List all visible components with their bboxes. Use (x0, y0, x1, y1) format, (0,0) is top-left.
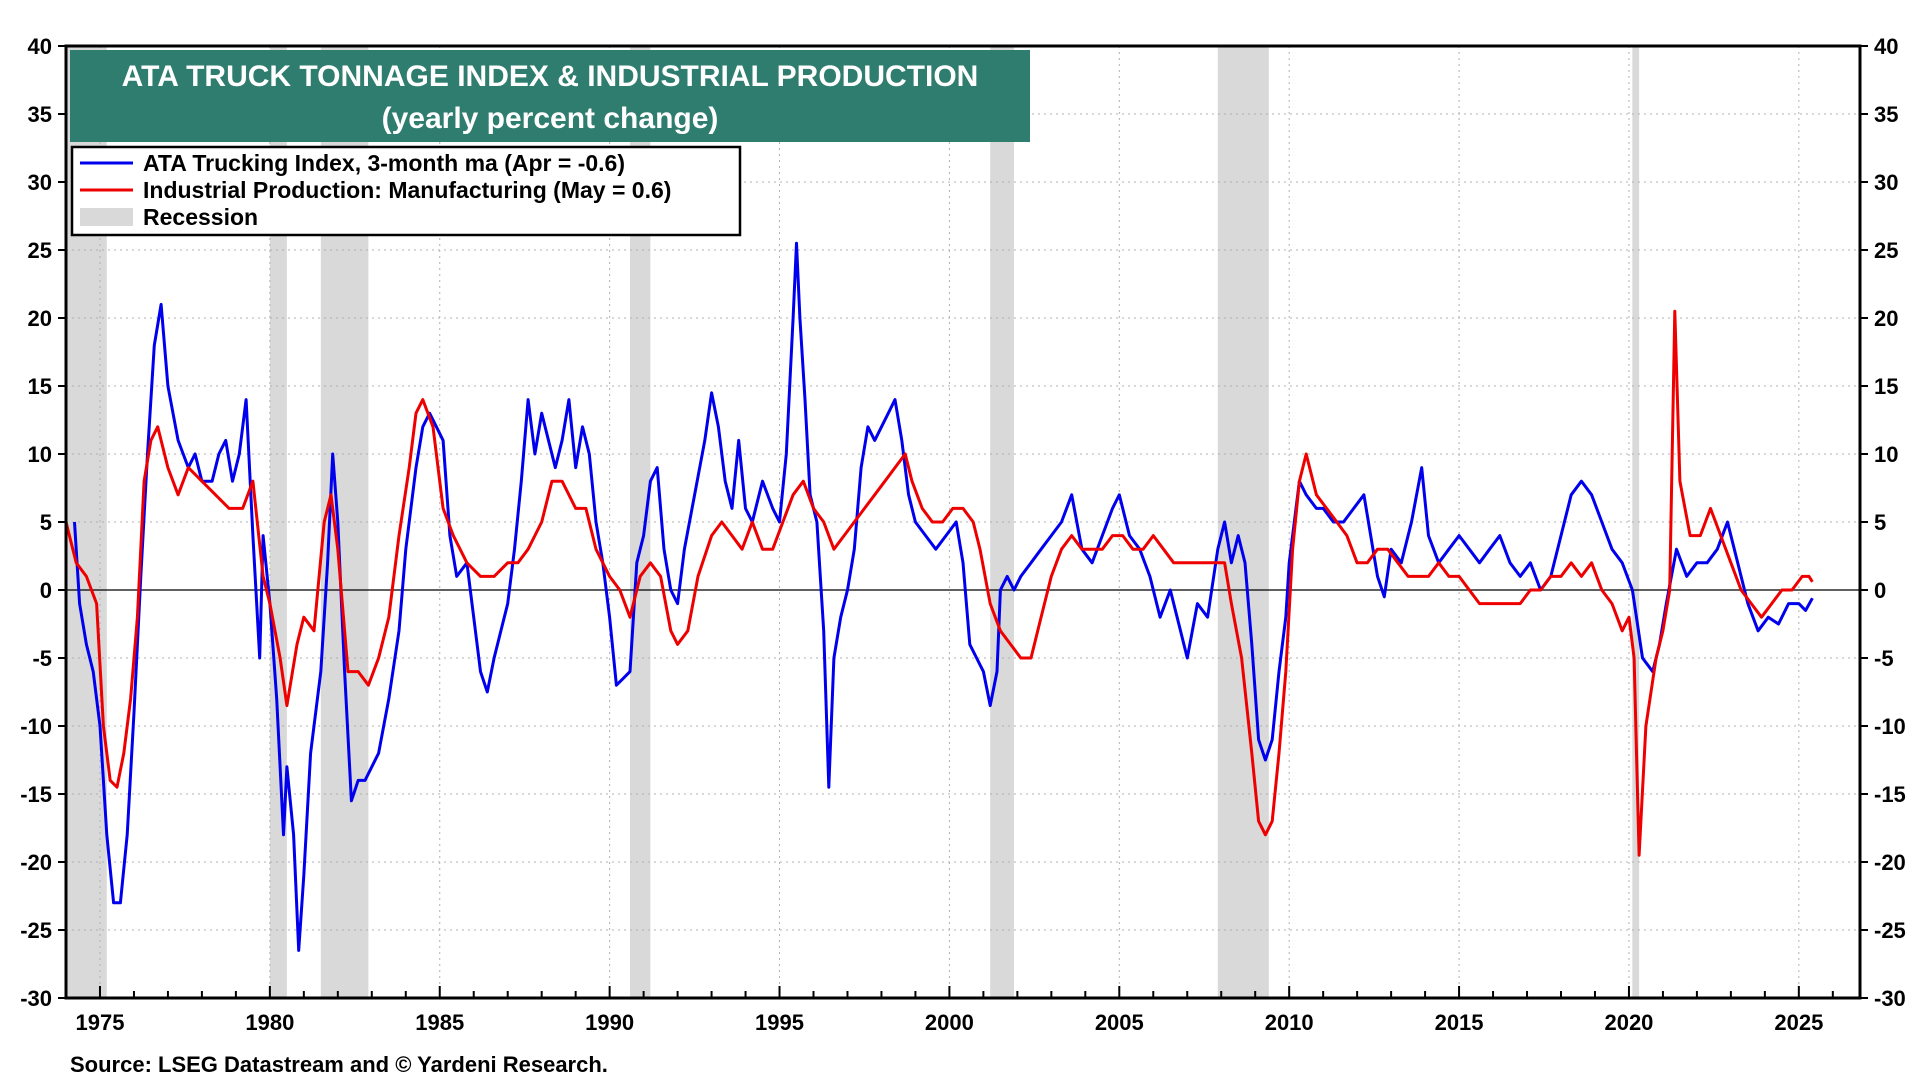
y-tick-label-right: 15 (1874, 374, 1898, 399)
y-tick-label-left: -20 (20, 850, 52, 875)
x-tick-label: 1995 (755, 1010, 804, 1035)
chart-subtitle: (yearly percent change) (382, 102, 719, 135)
x-tick-label: 2010 (1265, 1010, 1314, 1035)
grid (66, 46, 1860, 998)
y-tick-label-right: 0 (1874, 578, 1886, 603)
legend-label-recession: Recession (143, 204, 258, 230)
y-tick-label-left: -10 (20, 714, 52, 739)
series-line-industrial-production (64, 309, 1814, 857)
x-tick-label: 2020 (1604, 1010, 1653, 1035)
x-tick-label: 1980 (245, 1010, 294, 1035)
x-tick-label: 2005 (1095, 1010, 1144, 1035)
y-tick-label-right: -15 (1874, 782, 1906, 807)
y-tick-label-right: 30 (1874, 170, 1898, 195)
series-line-ata-trucking (73, 241, 1814, 952)
legend-label-ip: Industrial Production: Manufacturing (Ma… (143, 177, 671, 203)
y-tick-label-left: 20 (28, 306, 52, 331)
y-tick-label-left: -15 (20, 782, 52, 807)
y-tick-label-left: 25 (28, 238, 52, 263)
y-tick-label-right: 20 (1874, 306, 1898, 331)
x-tick-label: 2000 (925, 1010, 974, 1035)
y-tick-label-left: -5 (32, 646, 52, 671)
x-tick-label: 2025 (1774, 1010, 1823, 1035)
y-tick-label-left: 15 (28, 374, 52, 399)
legend-swatch-recession (80, 208, 133, 226)
y-tick-label-right: -10 (1874, 714, 1906, 739)
x-tick-label: 1990 (585, 1010, 634, 1035)
y-tick-label-left: 30 (28, 170, 52, 195)
y-tick-label-right: -30 (1874, 986, 1906, 1011)
title-box: ATA TRUCK TONNAGE INDEX & INDUSTRIAL PRO… (70, 50, 1030, 142)
y-tick-label-left: 35 (28, 102, 52, 127)
recession-band-3 (630, 46, 651, 998)
y-tick-label-left: 0 (40, 578, 52, 603)
series-lines (64, 241, 1814, 952)
y-tick-label-right: -20 (1874, 850, 1906, 875)
x-tick-label: 1985 (415, 1010, 464, 1035)
legend-box (70, 145, 742, 237)
source-note: Source: LSEG Datastream and © Yardeni Re… (70, 1052, 608, 1077)
y-tick-label-left: -30 (20, 986, 52, 1011)
y-tick-label-right: 40 (1874, 34, 1898, 59)
y-tick-label-right: 25 (1874, 238, 1898, 263)
recession-band-1 (269, 46, 287, 998)
legend-label-ata: ATA Trucking Index, 3-month ma (Apr = -0… (143, 150, 625, 176)
y-tick-label-right: 35 (1874, 102, 1898, 127)
y-tick-label-right: 10 (1874, 442, 1898, 467)
y-tick-label-right: -5 (1874, 646, 1894, 671)
y-tick-label-left: -25 (20, 918, 52, 943)
title-background (70, 50, 1030, 142)
y-tick-label-right: -25 (1874, 918, 1906, 943)
x-tick-label: 1975 (76, 1010, 125, 1035)
x-tick-label: 2015 (1435, 1010, 1484, 1035)
y-tick-label-left: 10 (28, 442, 52, 467)
chart-title: ATA TRUCK TONNAGE INDEX & INDUSTRIAL PRO… (122, 60, 979, 93)
y-tick-label-left: 5 (40, 510, 52, 535)
y-tick-label-left: 40 (28, 34, 52, 59)
legend: ATA Trucking Index, 3-month ma (Apr = -0… (70, 145, 742, 237)
recession-band-6 (1632, 46, 1640, 998)
y-tick-label-right: 5 (1874, 510, 1886, 535)
